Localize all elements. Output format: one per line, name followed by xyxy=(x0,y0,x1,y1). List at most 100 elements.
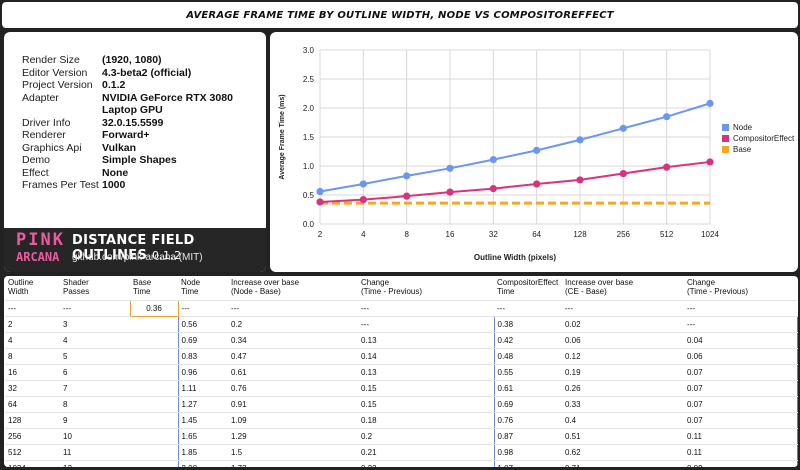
table-cell: 0.14 xyxy=(358,348,495,365)
info-label: Demo xyxy=(22,154,51,166)
table-row: 64 8 1.27 0.91 0.15 0.69 0.33 0.07 xyxy=(5,396,798,413)
table-cell: --- xyxy=(684,300,797,317)
brand-version: 0.1.2 xyxy=(151,249,182,262)
column-header: Increase over base (CE - Base) xyxy=(562,276,684,301)
info-value: 1000 xyxy=(102,179,126,191)
data-point-compositoreffect xyxy=(403,192,411,200)
info-value: 4.3-beta2 (official) xyxy=(102,66,192,79)
table-cell: 0.76 xyxy=(228,380,358,397)
table-cell: 0.4 xyxy=(562,412,684,429)
table-cell: 5 xyxy=(60,348,130,365)
table-cell: --- xyxy=(5,300,60,317)
y-tick-label: 0.0 xyxy=(303,220,315,229)
table-cell: 1.07 xyxy=(493,460,562,467)
table-cell: 0.38 xyxy=(493,315,562,333)
info-value: Forward+ xyxy=(102,129,150,141)
y-tick-label: 1.0 xyxy=(303,162,315,171)
chart-panel: 0.0 0.5 1.0 1.5 2.0 2.5 3.0 2 4 8 16 32 64 128 256 512 1… xyxy=(270,32,798,272)
table-cell: 4 xyxy=(60,332,130,349)
info-label: Render Size xyxy=(22,54,80,66)
table-cell: 0.07 xyxy=(684,412,798,429)
info-row: Renderer Forward+ xyxy=(22,129,252,142)
table-cell: --- xyxy=(358,315,495,333)
column-header: Node Time xyxy=(178,276,228,301)
data-point-node xyxy=(359,180,367,188)
table-cell xyxy=(130,412,178,429)
table-cell: 1.65 xyxy=(177,428,228,445)
table-cell: 128 xyxy=(5,412,60,429)
column-header: Change (Time - Previous) xyxy=(358,276,494,301)
table-cell: --- xyxy=(60,300,130,317)
table-cell xyxy=(130,396,178,413)
table-cell: 0.69 xyxy=(493,396,562,413)
info-value: 0.1.2 xyxy=(102,79,126,91)
table-cell xyxy=(130,348,178,365)
table-row: 16 6 0.96 0.61 0.13 0.55 0.19 0.07 xyxy=(5,364,798,381)
table-cell: --- xyxy=(684,315,798,333)
table-cell: 1.73 xyxy=(228,460,358,467)
column-header: Increase over base (Node - Base) xyxy=(228,276,358,301)
table-row: 32 7 1.11 0.76 0.15 0.61 0.26 0.07 xyxy=(5,380,798,397)
table-cell: 512 xyxy=(5,444,60,461)
table-cell: 0.76 xyxy=(493,412,562,429)
info-row: Demo Simple Shapes xyxy=(22,154,252,167)
table-row: 4 4 0.69 0.34 0.13 0.42 0.06 0.04 xyxy=(5,332,798,349)
table-cell: --- xyxy=(228,300,358,317)
table-cell: 0.36 xyxy=(129,299,179,317)
table-cell: 0.2 xyxy=(358,428,495,445)
table-cell: 1.5 xyxy=(228,444,358,461)
table-cell: 1.11 xyxy=(177,380,228,397)
info-value: Vulkan xyxy=(102,141,137,154)
info-row: Driver Info 32.0.15.5599 xyxy=(22,117,252,130)
y-tick-label: 2.0 xyxy=(303,104,315,113)
table-cell: 0.11 xyxy=(684,444,798,461)
table-cell: 0.98 xyxy=(493,444,562,461)
table-cell: 0.12 xyxy=(562,348,684,365)
table-cell: 4 xyxy=(5,332,60,349)
table-cell: --- xyxy=(494,300,562,317)
table-cell: 0.47 xyxy=(228,348,358,365)
legend-swatch xyxy=(722,124,729,131)
legend-label: Base xyxy=(733,145,752,154)
repo-link[interactable]: github.com/pink-arcana (MIT) xyxy=(72,252,203,263)
data-point-node xyxy=(663,113,671,121)
table-cell: 0.23 xyxy=(358,460,495,467)
data-point-node xyxy=(576,136,584,144)
info-row: Adapter NVIDIA GeForce RTX 3080 Laptop GP… xyxy=(22,92,252,117)
table-cell: 3 xyxy=(60,316,130,333)
x-tick-label: 8 xyxy=(404,230,409,239)
data-point-node xyxy=(619,124,627,132)
data-point-compositoreffect xyxy=(489,185,497,193)
data-point-compositoreffect xyxy=(533,180,541,188)
table-cell: 11 xyxy=(60,444,130,461)
data-point-compositoreffect xyxy=(359,196,367,204)
info-label: Adapter xyxy=(22,91,59,104)
table-cell: 0.09 xyxy=(684,460,798,467)
y-tick-label: 3.0 xyxy=(303,46,315,55)
x-tick-label: 16 xyxy=(446,230,455,239)
info-row: Project Version 0.1.2 xyxy=(22,79,252,92)
series-line-compositoreffect xyxy=(319,160,711,203)
info-label: Frames Per Test xyxy=(22,179,99,191)
table-cell: 0.18 xyxy=(358,412,495,429)
x-tick-label: 1024 xyxy=(701,230,719,239)
table-header-row: Outline Width Shader Passes Base Time Node Time… xyxy=(5,276,797,301)
table-row: 512 11 1.85 1.5 0.21 0.98 0.62 0.11 xyxy=(5,444,798,461)
table-row: 2 3 0.56 0.2 --- 0.38 0.02 --- xyxy=(5,315,798,333)
column-header: Base Time xyxy=(130,276,178,301)
table-cell xyxy=(130,444,178,461)
table-cell: 0.51 xyxy=(562,428,684,445)
table-cell: 0.07 xyxy=(684,396,798,413)
table-cell: 0.19 xyxy=(562,364,684,381)
data-point-compositoreffect xyxy=(316,198,324,206)
info-row: Frames Per Test 1000 xyxy=(22,179,252,192)
legend-label: Node xyxy=(733,123,753,132)
info-list: Render Size (1920, 1080) Editor Version 4.3… xyxy=(22,54,252,192)
info-row: Editor Version 4.3-beta2 (official) xyxy=(22,67,252,80)
table-cell: 0.07 xyxy=(684,364,798,381)
x-tick-label: 128 xyxy=(573,230,587,239)
table-cell: 0.96 xyxy=(177,364,228,381)
table-row-base: --- --- 0.36 --- --- --- --- --- --- xyxy=(5,299,797,317)
table-cell: 1.27 xyxy=(177,396,228,413)
data-point-node xyxy=(403,172,411,180)
